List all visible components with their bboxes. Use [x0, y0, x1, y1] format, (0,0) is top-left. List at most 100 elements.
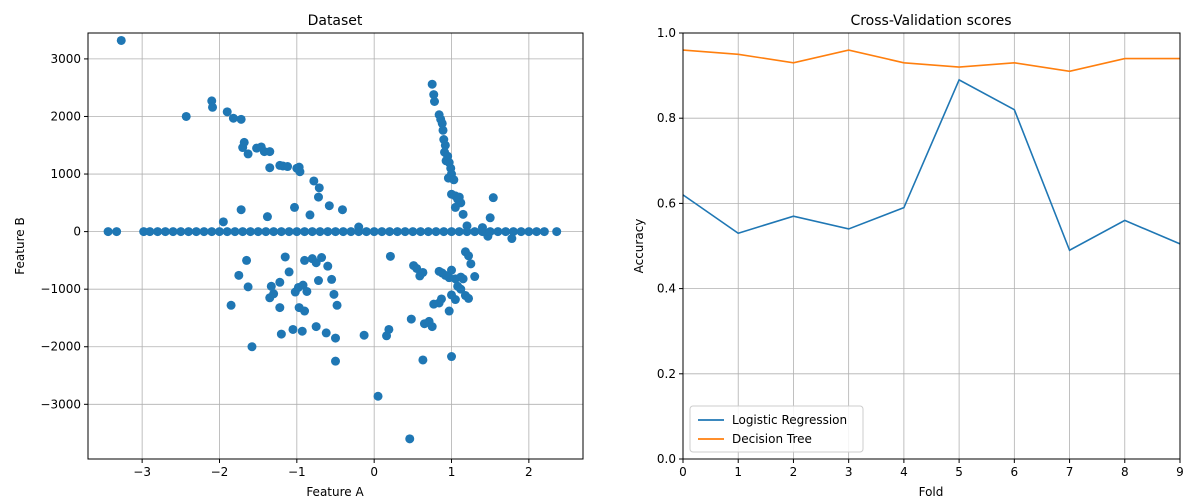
cv-x-tick-label: 0: [679, 465, 687, 479]
scatter-point: [493, 227, 503, 237]
scatter-point: [253, 227, 263, 237]
scatter-point: [385, 227, 395, 237]
scatter-point: [373, 391, 383, 401]
scatter-point: [405, 434, 415, 444]
scatter-point: [447, 352, 457, 362]
scatter-x-tick-label: 0: [370, 465, 378, 479]
scatter-point: [290, 202, 300, 212]
scatter-point: [408, 227, 418, 237]
scatter-point: [208, 102, 218, 112]
scatter-point: [429, 299, 439, 309]
scatter-point: [311, 322, 321, 332]
scatter-point: [430, 97, 439, 107]
scatter-point: [552, 227, 562, 237]
scatter-x-tick-label: 2: [525, 465, 533, 479]
scatter-point: [191, 227, 201, 237]
scatter-point: [331, 227, 340, 237]
cv-y-tick-label: 0.4: [657, 282, 676, 296]
scatter-point: [302, 286, 312, 296]
scatter-point: [324, 201, 334, 211]
scatter-point: [218, 217, 228, 227]
scatter-grid: [88, 33, 583, 459]
scatter-point: [440, 140, 450, 150]
scatter-point: [431, 227, 441, 237]
scatter-point: [160, 227, 170, 237]
scatter-title: Dataset: [308, 13, 363, 29]
cv-series-line-0: [682, 78, 1181, 252]
scatter-points: [103, 35, 562, 444]
cv-x-tick-label: 1: [734, 465, 742, 479]
scatter-point: [377, 227, 387, 237]
scatter-point: [532, 227, 542, 237]
scatter-point: [470, 272, 480, 282]
scatter-point: [238, 227, 248, 237]
scatter-point: [245, 227, 255, 237]
cv-y-label: Accuracy: [632, 219, 646, 274]
scatter-point: [309, 176, 319, 186]
cv-legend-box: [689, 405, 864, 453]
scatter-point: [369, 227, 379, 237]
scatter-point: [437, 118, 447, 128]
scatter-point: [458, 274, 468, 284]
scatter-point: [153, 227, 163, 237]
scatter-point: [276, 329, 286, 339]
scatter-point: [295, 167, 305, 177]
scatter-point: [313, 276, 323, 286]
scatter-point: [392, 227, 402, 237]
cv-series-line-1: [682, 49, 1180, 73]
scatter-point: [438, 125, 448, 135]
scatter-point: [243, 282, 253, 292]
cv-y-ticks: 0.0 0.2 0.4 0.6 0.8 1.0: [657, 26, 683, 466]
scatter-point: [265, 147, 275, 157]
scatter-point: [242, 255, 252, 265]
scatter-y-tick-label: 0: [73, 225, 81, 239]
scatter-point: [466, 259, 476, 269]
scatter-point: [292, 227, 302, 237]
scatter-point: [305, 210, 315, 220]
scatter-x-tick-label: −1: [288, 465, 306, 479]
scatter-point: [280, 252, 290, 262]
scatter-point: [485, 213, 495, 223]
scatter-point: [266, 281, 276, 291]
cv-x-tick-label: 5: [955, 465, 963, 479]
scatter-y-label: Feature B: [13, 217, 27, 274]
cv-x-tick-label: 7: [1066, 465, 1074, 479]
scatter-point: [214, 227, 224, 237]
scatter-point: [321, 328, 331, 338]
scatter-point: [284, 227, 294, 237]
scatter-point: [464, 251, 474, 261]
scatter-point: [314, 183, 324, 193]
cv-x-tick-label: 3: [845, 465, 853, 479]
scatter-x-tick-label: −2: [211, 465, 229, 479]
scatter-y-ticks: −3000 −2000 −1000 0 1000 2000 3000: [40, 52, 88, 411]
scatter-point: [269, 227, 279, 237]
cv-legend-label-1: Decision Tree: [732, 432, 812, 446]
scatter-point: [488, 193, 498, 203]
scatter-point: [236, 205, 246, 215]
scatter-point: [418, 267, 428, 277]
scatter-x-tick-label: 1: [448, 465, 456, 479]
scatter-point: [332, 300, 342, 310]
scatter-point: [323, 261, 333, 271]
scatter-point: [464, 293, 474, 303]
scatter-point: [228, 113, 238, 123]
scatter-point: [317, 253, 327, 263]
scatter-point: [444, 306, 454, 316]
scatter-point: [508, 227, 518, 237]
scatter-y-tick-label: 1000: [50, 167, 81, 181]
scatter-point: [449, 175, 459, 185]
scatter-point: [297, 326, 307, 336]
scatter-point: [524, 227, 534, 237]
scatter-point: [283, 162, 293, 172]
scatter-point: [103, 227, 113, 237]
scatter-point: [338, 227, 348, 237]
cv-y-tick-label: 1.0: [657, 26, 676, 40]
scatter-point: [331, 356, 340, 366]
scatter-point: [450, 202, 460, 212]
cv-x-tick-label: 4: [900, 465, 908, 479]
scatter-point: [261, 227, 271, 237]
scatter-point: [416, 227, 426, 237]
scatter-point: [400, 227, 410, 237]
scatter-point: [226, 300, 236, 310]
